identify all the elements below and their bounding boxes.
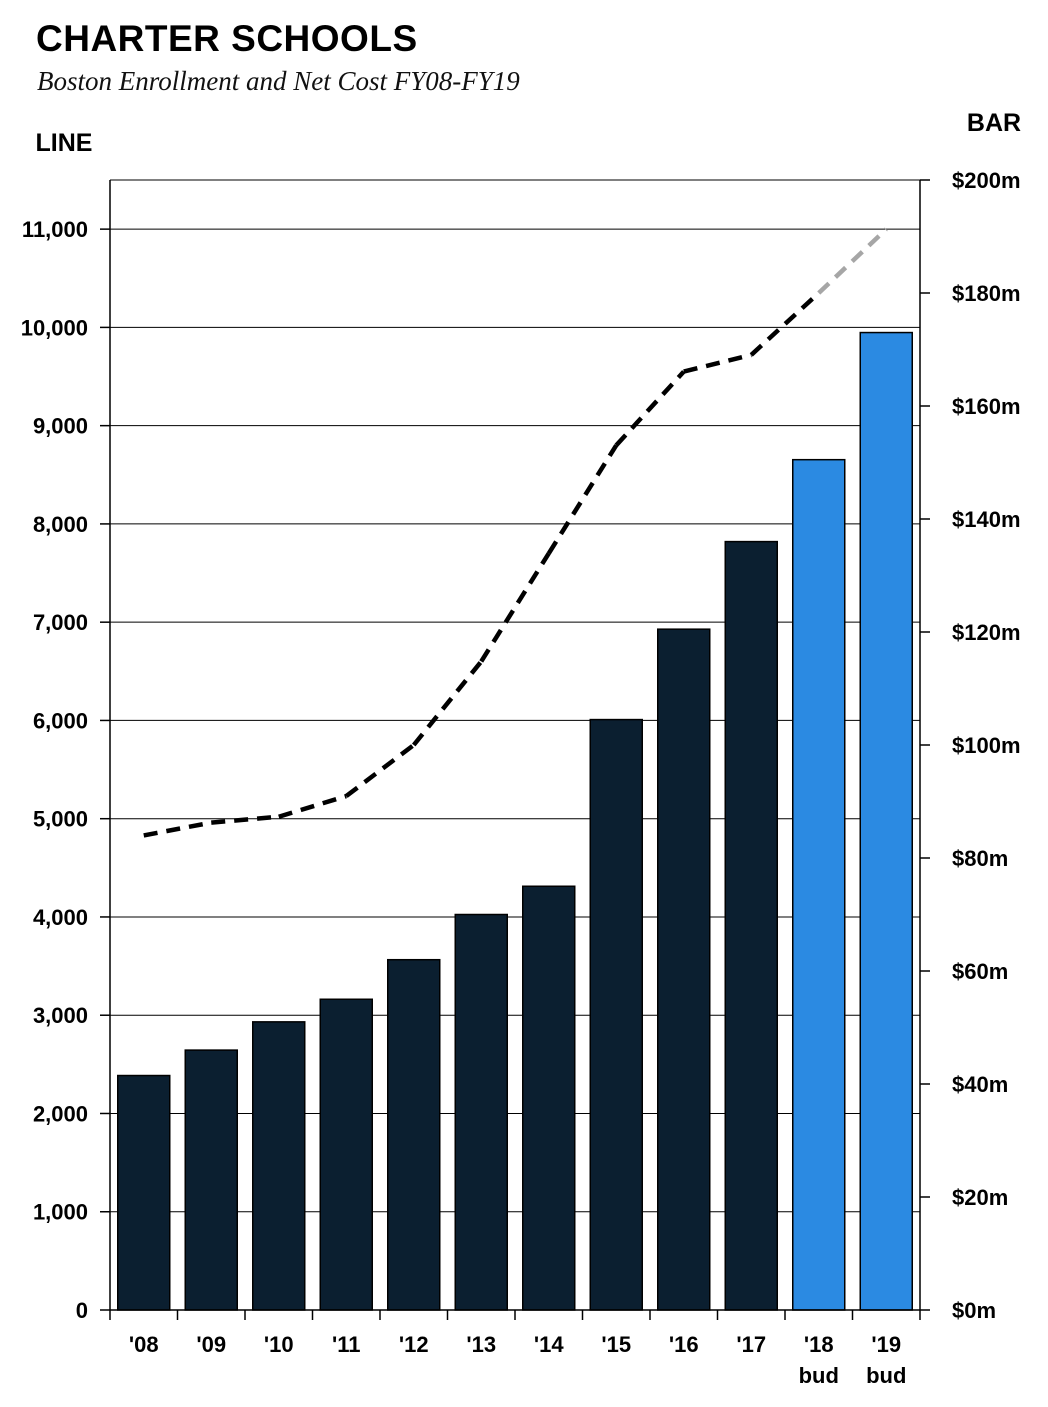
right-tick-label: $0m xyxy=(952,1298,996,1323)
right-tick-label: $140m xyxy=(952,507,1021,532)
x-tick-label: bud xyxy=(866,1363,906,1388)
left-axis-title: LINE xyxy=(36,129,93,157)
axes xyxy=(100,179,930,1320)
x-tick-label: '15 xyxy=(601,1332,631,1357)
left-tick-label: 7,000 xyxy=(33,610,88,635)
right-tick-label: $80m xyxy=(952,846,1008,871)
line-segment xyxy=(614,370,686,447)
line-segment xyxy=(344,743,416,798)
x-tick-label: '12 xyxy=(399,1332,429,1357)
left-tick-label: 5,000 xyxy=(33,807,88,832)
right-axis-title: BAR xyxy=(967,109,1021,137)
line-segment xyxy=(143,820,212,838)
left-tick-label: 4,000 xyxy=(33,905,88,930)
x-tick-label: '14 xyxy=(534,1332,564,1357)
right-tick-label: $20m xyxy=(952,1185,1008,1210)
bar-09 xyxy=(184,1049,238,1311)
line-segment xyxy=(817,227,888,295)
left-tick-label: 0 xyxy=(76,1298,88,1323)
x-tick-label: '18 xyxy=(804,1332,834,1357)
x-tick-label: '16 xyxy=(669,1332,699,1357)
right-tick-label: $200m xyxy=(952,168,1021,193)
left-tick-label: 1,000 xyxy=(33,1200,88,1225)
right-tick-label: $120m xyxy=(952,620,1021,645)
x-tick-label: '19 xyxy=(871,1332,901,1357)
bar-18-bud xyxy=(792,458,846,1311)
x-tick-label: '17 xyxy=(736,1332,766,1357)
bar-14 xyxy=(522,885,576,1311)
right-tick-label: $60m xyxy=(952,959,1008,984)
bar-12 xyxy=(387,958,441,1311)
left-tick-label: 11,000 xyxy=(22,217,88,242)
left-tick-label: 2,000 xyxy=(33,1101,88,1126)
x-tick-label: '13 xyxy=(466,1332,496,1357)
left-tick-label: 6,000 xyxy=(33,708,88,733)
x-tick-label: '10 xyxy=(264,1332,294,1357)
enrollment-line xyxy=(143,227,888,838)
left-tick-label: 8,000 xyxy=(33,512,88,537)
left-tick-label: 3,000 xyxy=(33,1003,88,1028)
bar-16 xyxy=(657,628,711,1311)
x-tick-label: '11 xyxy=(332,1332,361,1357)
chart-subtitle: Boston Enrollment and Net Cost FY08-FY19 xyxy=(37,66,520,96)
x-tick-label: '09 xyxy=(196,1332,226,1357)
line-segment xyxy=(412,660,483,747)
x-tick-label: '08 xyxy=(129,1332,159,1357)
line-segment xyxy=(278,793,347,819)
bar-11 xyxy=(319,998,373,1311)
bar-08 xyxy=(117,1074,171,1311)
bars xyxy=(117,331,913,1311)
bar-13 xyxy=(454,913,508,1311)
line-segment xyxy=(211,814,279,825)
right-tick-label: $160m xyxy=(952,394,1021,419)
line-segment xyxy=(546,444,619,555)
chart-title: CHARTER SCHOOLS xyxy=(36,18,418,59)
right-tick-label: $180m xyxy=(952,281,1021,306)
axis-labels: 0 1,000 2,000 3,000 4,000 5,000 6,000 7,000 8,00… xyxy=(21,109,1021,1388)
line-segment xyxy=(683,352,752,374)
bar-17 xyxy=(724,540,778,1311)
right-tick-label: $40m xyxy=(952,1072,1008,1097)
bar-10 xyxy=(252,1021,306,1311)
bar-19-bud xyxy=(859,331,913,1311)
bar-15 xyxy=(589,718,643,1311)
line-segment xyxy=(749,291,821,357)
line-segment xyxy=(479,552,551,663)
right-tick-label: $100m xyxy=(952,733,1021,758)
left-tick-label: 10,000 xyxy=(21,315,88,340)
left-tick-label: 9,000 xyxy=(33,414,88,439)
x-tick-label: bud xyxy=(799,1363,839,1388)
